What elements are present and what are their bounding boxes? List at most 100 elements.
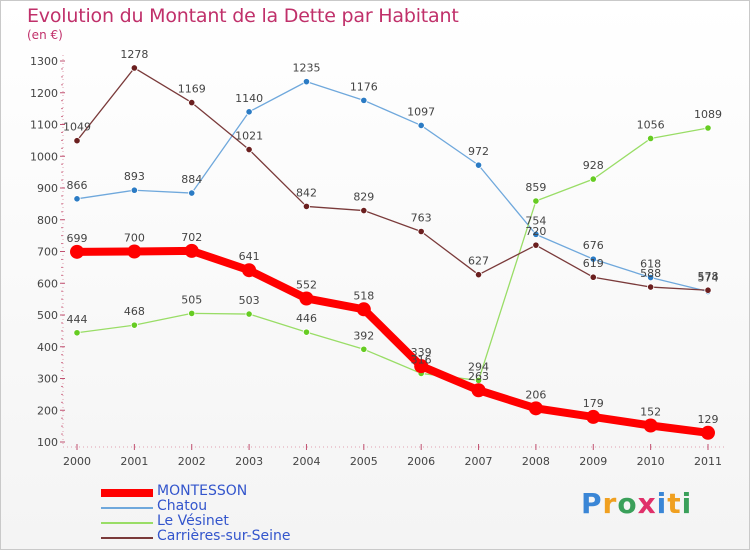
data-point bbox=[245, 310, 253, 318]
data-point bbox=[417, 227, 425, 236]
data-point bbox=[73, 195, 81, 203]
data-label: 859 bbox=[525, 181, 546, 194]
data-point bbox=[302, 78, 311, 86]
proxiti-logo: Proxiti bbox=[581, 487, 693, 520]
data-label: 893 bbox=[124, 170, 145, 183]
data-point bbox=[647, 273, 655, 282]
data-label: 468 bbox=[124, 305, 145, 318]
data-point bbox=[188, 309, 196, 318]
data-label: 676 bbox=[583, 239, 604, 252]
data-label: 619 bbox=[583, 257, 604, 270]
data-point bbox=[70, 244, 84, 259]
legend-swatch bbox=[101, 522, 153, 524]
legend-label: MONTESSON bbox=[157, 483, 248, 499]
data-label: 339 bbox=[411, 346, 432, 359]
y-tick-label: 400 bbox=[37, 341, 58, 354]
x-tick-label: 2004 bbox=[292, 455, 320, 468]
data-label: 1089 bbox=[694, 108, 722, 121]
data-label: 763 bbox=[411, 211, 432, 224]
data-label: 574 bbox=[698, 272, 719, 285]
data-label: 972 bbox=[468, 145, 489, 158]
data-point bbox=[704, 124, 712, 132]
data-label: 444 bbox=[67, 313, 88, 326]
data-label: 588 bbox=[640, 267, 661, 280]
data-label: 842 bbox=[296, 186, 317, 199]
chart-unit: (en €) bbox=[27, 28, 63, 42]
y-tick-label: 900 bbox=[37, 182, 58, 195]
legend-label: Chatou bbox=[157, 498, 208, 514]
legend-label: Carrières-sur-Seine bbox=[157, 528, 291, 544]
data-point bbox=[356, 302, 371, 317]
data-point bbox=[701, 425, 715, 440]
x-tick-label: 2006 bbox=[407, 455, 435, 468]
data-label: 1097 bbox=[407, 105, 435, 118]
data-label: 152 bbox=[640, 405, 661, 418]
data-point bbox=[299, 291, 314, 306]
legend-swatch bbox=[101, 489, 153, 497]
legend-swatch bbox=[101, 537, 153, 539]
data-point bbox=[474, 271, 483, 279]
data-label: 1235 bbox=[292, 62, 320, 75]
x-tick-label: 2003 bbox=[235, 455, 263, 468]
data-point bbox=[188, 189, 196, 197]
data-point bbox=[474, 161, 483, 169]
data-point bbox=[127, 244, 142, 259]
data-label: 641 bbox=[239, 250, 260, 263]
data-label: 446 bbox=[296, 312, 317, 325]
x-tick-label: 2007 bbox=[465, 455, 493, 468]
data-point bbox=[471, 383, 486, 398]
data-label: 1056 bbox=[637, 118, 665, 131]
y-tick-label: 200 bbox=[37, 404, 58, 417]
data-point bbox=[589, 255, 597, 263]
data-point bbox=[528, 401, 543, 416]
data-point bbox=[532, 230, 540, 238]
data-point bbox=[245, 108, 253, 116]
data-label: 552 bbox=[296, 278, 317, 291]
legend-label: Le Vésinet bbox=[157, 513, 229, 529]
data-point bbox=[532, 197, 540, 205]
x-tick-label: 2002 bbox=[178, 455, 206, 468]
data-point bbox=[643, 418, 658, 433]
data-point bbox=[302, 202, 311, 211]
data-point bbox=[532, 241, 540, 249]
data-label: 702 bbox=[181, 231, 202, 244]
data-label: 505 bbox=[181, 293, 202, 306]
data-label: 1021 bbox=[235, 130, 263, 143]
x-tick-label: 2001 bbox=[120, 455, 148, 468]
data-point bbox=[360, 345, 368, 353]
x-tick-label: 2005 bbox=[350, 455, 378, 468]
data-label: 179 bbox=[583, 397, 604, 410]
data-point bbox=[73, 329, 81, 337]
data-label: 392 bbox=[353, 329, 374, 342]
x-tick-label: 2010 bbox=[637, 455, 665, 468]
data-label: 1140 bbox=[235, 92, 263, 105]
data-label: 618 bbox=[640, 258, 661, 271]
data-point bbox=[417, 121, 425, 130]
data-label: 1169 bbox=[178, 83, 206, 96]
data-point bbox=[130, 186, 138, 194]
data-label: 884 bbox=[181, 173, 202, 186]
data-label: 829 bbox=[353, 191, 374, 204]
data-label: 206 bbox=[525, 388, 546, 401]
data-point bbox=[704, 286, 712, 294]
data-label: 518 bbox=[353, 289, 374, 302]
data-label: 866 bbox=[67, 179, 88, 192]
y-tick-label: 1000 bbox=[30, 150, 58, 163]
data-point bbox=[647, 283, 655, 291]
data-point bbox=[414, 359, 429, 374]
data-point bbox=[360, 96, 368, 104]
y-tick-label: 300 bbox=[37, 373, 58, 386]
data-label: 754 bbox=[525, 214, 546, 227]
data-point bbox=[302, 328, 311, 336]
y-tick-label: 1100 bbox=[30, 119, 58, 132]
data-label: 129 bbox=[698, 413, 719, 426]
data-point bbox=[360, 206, 368, 215]
data-point bbox=[184, 243, 199, 258]
data-point bbox=[130, 64, 138, 72]
data-label: 578 bbox=[698, 270, 719, 283]
series-line-2 bbox=[76, 127, 709, 382]
data-label: 1176 bbox=[350, 80, 378, 93]
y-tick-label: 1300 bbox=[30, 55, 58, 68]
